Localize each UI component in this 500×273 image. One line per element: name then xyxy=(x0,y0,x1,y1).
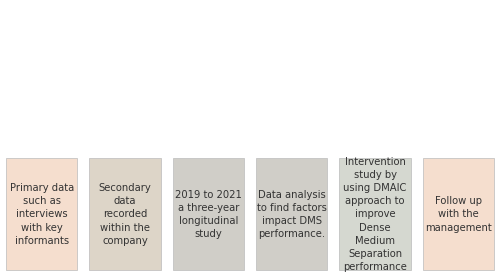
Text: Primary data
such as
interviews
with key
informants: Primary data such as interviews with key… xyxy=(10,183,74,246)
FancyBboxPatch shape xyxy=(256,158,328,270)
FancyBboxPatch shape xyxy=(6,158,78,270)
FancyBboxPatch shape xyxy=(90,158,160,270)
FancyBboxPatch shape xyxy=(340,158,410,270)
Text: Single Case study
approach: Single Case study approach xyxy=(89,40,411,116)
Text: Data analysis
to find factors
impact DMS
performance.: Data analysis to find factors impact DMS… xyxy=(256,189,326,239)
Text: Intervention
study by
using DMAIC
approach to
improve
Dense
Medium
Separation
pe: Intervention study by using DMAIC approa… xyxy=(343,156,407,272)
FancyBboxPatch shape xyxy=(172,158,244,270)
Text: Secondary
data
recorded
within the
company: Secondary data recorded within the compa… xyxy=(98,183,152,246)
Text: Follow up
with the
management: Follow up with the management xyxy=(425,196,492,233)
FancyBboxPatch shape xyxy=(422,158,494,270)
Text: 2019 to 2021
a three-year
longitudinal
study: 2019 to 2021 a three-year longitudinal s… xyxy=(175,189,242,239)
